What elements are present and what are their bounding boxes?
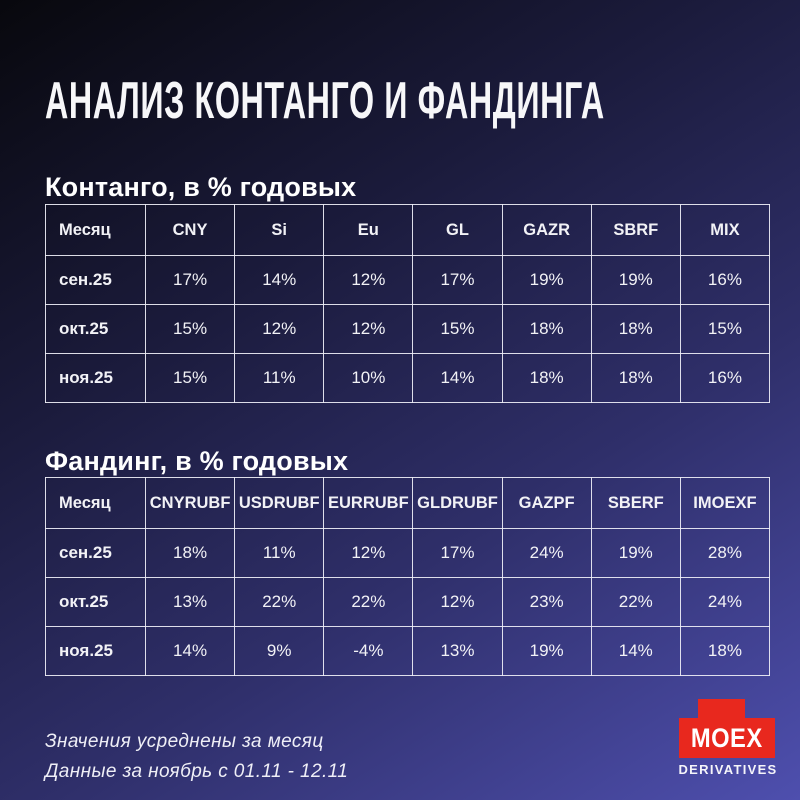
moex-logo-mark: MOEX — [679, 718, 775, 758]
table-row: сен.25 18% 11% 12% 17% 24% 19% 28% — [45, 528, 771, 578]
row-label: окт.25 — [45, 577, 146, 627]
cell-value: 16% — [679, 353, 771, 403]
cell-value: 14% — [412, 353, 503, 403]
cell-value: -4% — [323, 626, 414, 676]
cell-value: 22% — [234, 577, 325, 627]
table-header-row: Месяц CNY Si Eu GL GAZR SBRF MIX — [45, 204, 771, 256]
cell-value: 22% — [590, 577, 681, 627]
row-label: сен.25 — [45, 528, 146, 578]
cell-value: 14% — [590, 626, 681, 676]
table-row: ноя.25 15% 11% 10% 14% 18% 18% 16% — [45, 353, 771, 403]
contango-table: Месяц CNY Si Eu GL GAZR SBRF MIX сен.25 17% 14% 12%… — [45, 204, 771, 403]
instrument-column-header: GAZPF — [501, 477, 592, 529]
table-row: сен.25 17% 14% 12% 17% 19% 19% 16% — [45, 255, 771, 305]
cell-value: 17% — [144, 255, 236, 305]
footer-note-averaging: Значения усреднены за месяц — [45, 731, 324, 752]
cell-value: 18% — [501, 353, 592, 403]
moex-logo-step-shape — [698, 699, 745, 719]
instrument-column-header: IMOEXF — [679, 477, 771, 529]
cell-value: 19% — [501, 255, 592, 305]
cell-value: 23% — [501, 577, 592, 627]
cell-value: 15% — [144, 353, 236, 403]
table-header-row: Месяц CNYRUBF USDRUBF EURRUBF GLDRUBF GAZPF SB… — [45, 477, 771, 529]
instrument-column-header: SBERF — [590, 477, 681, 529]
instrument-column-header: MIX — [679, 204, 771, 256]
cell-value: 19% — [590, 528, 681, 578]
moex-derivatives-logo: MOEX DERIVATIVES — [672, 699, 784, 779]
instrument-column-header: GLDRUBF — [412, 477, 503, 529]
cell-value: 18% — [501, 304, 592, 354]
instrument-column-header: SBRF — [590, 204, 681, 256]
instrument-column-header: GL — [412, 204, 503, 256]
table-row: ноя.25 14% 9% -4% 13% 19% 14% 18% — [45, 626, 771, 676]
instrument-column-header: CNY — [144, 204, 236, 256]
cell-value: 13% — [144, 577, 236, 627]
table-row: окт.25 13% 22% 22% 12% 23% 22% 24% — [45, 577, 771, 627]
cell-value: 18% — [590, 304, 681, 354]
cell-value: 13% — [412, 626, 503, 676]
instrument-column-header: GAZR — [501, 204, 592, 256]
row-label: сен.25 — [45, 255, 146, 305]
row-label: ноя.25 — [45, 353, 146, 403]
cell-value: 24% — [679, 577, 771, 627]
cell-value: 19% — [590, 255, 681, 305]
cell-value: 10% — [323, 353, 414, 403]
month-column-header: Месяц — [45, 204, 146, 256]
instrument-column-header: Eu — [323, 204, 414, 256]
cell-value: 11% — [234, 353, 325, 403]
cell-value: 12% — [234, 304, 325, 354]
cell-value: 11% — [234, 528, 325, 578]
cell-value: 24% — [501, 528, 592, 578]
cell-value: 19% — [501, 626, 592, 676]
cell-value: 15% — [412, 304, 503, 354]
instrument-column-header: CNYRUBF — [144, 477, 236, 529]
cell-value: 15% — [679, 304, 771, 354]
instrument-column-header: Si — [234, 204, 325, 256]
cell-value: 14% — [234, 255, 325, 305]
cell-value: 18% — [590, 353, 681, 403]
cell-value: 12% — [323, 255, 414, 305]
section-heading-contango: Контанго, в % годовых — [45, 172, 357, 203]
instrument-column-header: EURRUBF — [323, 477, 414, 529]
row-label: окт.25 — [45, 304, 146, 354]
derivatives-label: DERIVATIVES — [678, 762, 778, 777]
page-title: АНАЛИЗ КОНТАНГО И ФАНДИНГА — [45, 71, 605, 130]
cell-value: 12% — [323, 528, 414, 578]
footer-notes: Значения усреднены за месяц Данные за но… — [45, 727, 348, 787]
row-label: ноя.25 — [45, 626, 146, 676]
instrument-column-header: USDRUBF — [234, 477, 325, 529]
cell-value: 16% — [679, 255, 771, 305]
cell-value: 15% — [144, 304, 236, 354]
section-heading-funding: Фандинг, в % годовых — [45, 446, 349, 477]
cell-value: 17% — [412, 528, 503, 578]
table-row: окт.25 15% 12% 12% 15% 18% 18% 15% — [45, 304, 771, 354]
cell-value: 18% — [144, 528, 236, 578]
moex-logo-text: MOEX — [691, 722, 763, 753]
cell-value: 17% — [412, 255, 503, 305]
cell-value: 18% — [679, 626, 771, 676]
cell-value: 12% — [323, 304, 414, 354]
funding-table: Месяц CNYRUBF USDRUBF EURRUBF GLDRUBF GAZPF SB… — [45, 477, 771, 676]
footer-note-period: Данные за ноябрь с 01.11 - 12.11 — [45, 761, 349, 782]
cell-value: 12% — [412, 577, 503, 627]
cell-value: 9% — [234, 626, 325, 676]
cell-value: 22% — [323, 577, 414, 627]
month-column-header: Месяц — [45, 477, 146, 529]
cell-value: 14% — [144, 626, 236, 676]
cell-value: 28% — [679, 528, 771, 578]
